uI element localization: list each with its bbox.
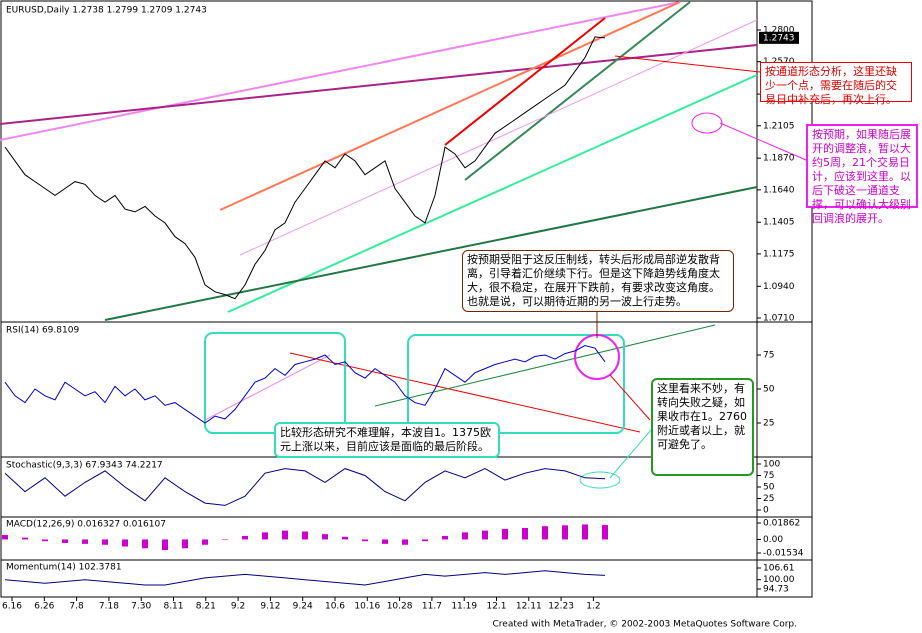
histogram-bar [182,539,188,549]
annotation: 比较形态研究不难理解，本波自1。1375欧元上涨以来，目前应该是面临的最后阶段。 [274,422,500,458]
histogram-bar [502,528,508,540]
histogram-bar [222,539,228,540]
y-tick-label: 75 [763,471,774,481]
y-tick-label: 1.1640 [763,185,795,195]
histogram-bar [22,537,28,540]
y-tick-label: 0.01862 [763,519,800,529]
annotation: 按预期受阻于这反压制线，转头后形成局部逆发散背离，引导着汇价继续下行。但是这下降… [462,250,734,312]
y-tick-label: 25 [763,419,774,429]
x-tick-label: 11.7 [422,602,442,612]
x-tick-label: 10.28 [387,602,413,612]
x-tick-label: 9.12 [260,602,280,612]
y-tick-label: 94.73 [763,585,789,595]
histogram-bar [562,525,568,540]
histogram-bar [202,539,208,545]
x-tick-label: 12.1 [486,602,506,612]
y-tick-label: 1.2800 [763,26,795,36]
histogram-bar [242,535,248,540]
panel-title: MACD(12,26,9) 0.016327 0.016107 [6,520,166,530]
histogram-bar [142,539,148,549]
footer: Created with MetaTrader, © 2002-2003 Met… [493,620,797,630]
histogram-bar [302,531,308,540]
x-tick-label: 7.18 [99,602,119,612]
x-tick-label: 8.21 [196,602,216,612]
series-line [4,468,606,506]
series-line [4,344,606,424]
y-tick-label: 1.2105 [763,121,795,131]
histogram-bar [322,534,328,540]
histogram-bar [162,539,168,551]
histogram-bar [282,530,288,540]
last-price-label: 1.2743 [763,33,795,43]
x-tick-label: 7.8 [69,602,84,612]
x-tick-label: 11.19 [451,602,477,612]
y-tick-label: 50 [763,483,775,493]
x-tick-label: 10.6 [325,602,345,612]
series-line [4,570,606,586]
last-price-box [759,31,799,44]
histogram-bar [462,532,468,540]
y-tick-label: 25 [763,494,774,504]
y-tick-label: 0 [763,506,769,516]
histogram-bar [102,539,108,545]
histogram-bar [522,527,528,540]
x-tick-label: 6.16 [2,602,22,612]
y-tick-label: -0.01534 [763,549,804,559]
x-tick-label: 6.26 [34,602,54,612]
annotation: 按预期，如果随后展开的调整浪，暂以大约5周，21个交易日计，应该到这里。以后下破… [806,124,918,225]
histogram-bar [2,535,8,540]
y-tick-label: 106.61 [763,564,795,574]
x-tick-label: 9.2 [231,602,245,612]
series-line [4,36,606,300]
annotation: 这里看来不妙，有转向失败之疑，如果收市在1。2760附近或者以上，就可避免了。 [651,378,754,476]
histogram-bar [422,539,428,542]
y-tick-label: 0.00 [763,535,783,545]
x-tick-label: 10.16 [354,602,380,612]
annotation: 按通道形态分析，这里还缺少一个点，需要在随后的交易日中补充后，再次上行。 [760,62,912,106]
panel-title: RSI(14) 69.8109 [6,326,79,336]
y-tick-label: 1.1175 [763,249,795,259]
y-tick-label: 50 [763,385,775,395]
y-tick-label: 100.00 [763,575,795,585]
panel-title: EURUSD,Daily 1.2738 1.2799 1.2709 1.2743 [6,6,207,16]
histogram-bar [82,539,88,544]
x-tick-label: 1.2 [586,602,600,612]
histogram-bar [602,525,608,540]
histogram-bar [542,526,548,540]
y-tick-label: 1.1870 [763,154,795,164]
x-tick-label: 7.30 [131,602,151,612]
x-tick-label: 8.11 [163,602,183,612]
histogram-bar [582,524,588,540]
x-tick-label: 9.24 [293,602,313,612]
x-tick-label: 12.23 [548,602,574,612]
histogram-bar [122,539,128,547]
histogram-bar [342,536,348,540]
histogram-bar [382,539,388,544]
x-tick-label: 12.11 [516,602,542,612]
histogram-bar [262,532,268,540]
histogram-bar [402,539,408,545]
panel-title: Stochastic(9,3,3) 67.9343 74.2217 [6,461,163,471]
histogram-bar [62,539,68,543]
y-tick-label: 1.0940 [763,282,795,292]
y-tick-label: 75 [763,351,774,361]
panel-title: Momentum(14) 102.3781 [6,563,122,573]
y-tick-label: 1.1405 [763,218,795,228]
pointer-arrows [596,55,807,479]
histogram-bar [362,539,368,542]
y-tick-label: 1.0710 [763,314,795,324]
histogram-bar [482,530,488,540]
histogram-bar [442,535,448,540]
y-tick-label: 100 [763,460,780,470]
histogram-bar [42,539,48,542]
